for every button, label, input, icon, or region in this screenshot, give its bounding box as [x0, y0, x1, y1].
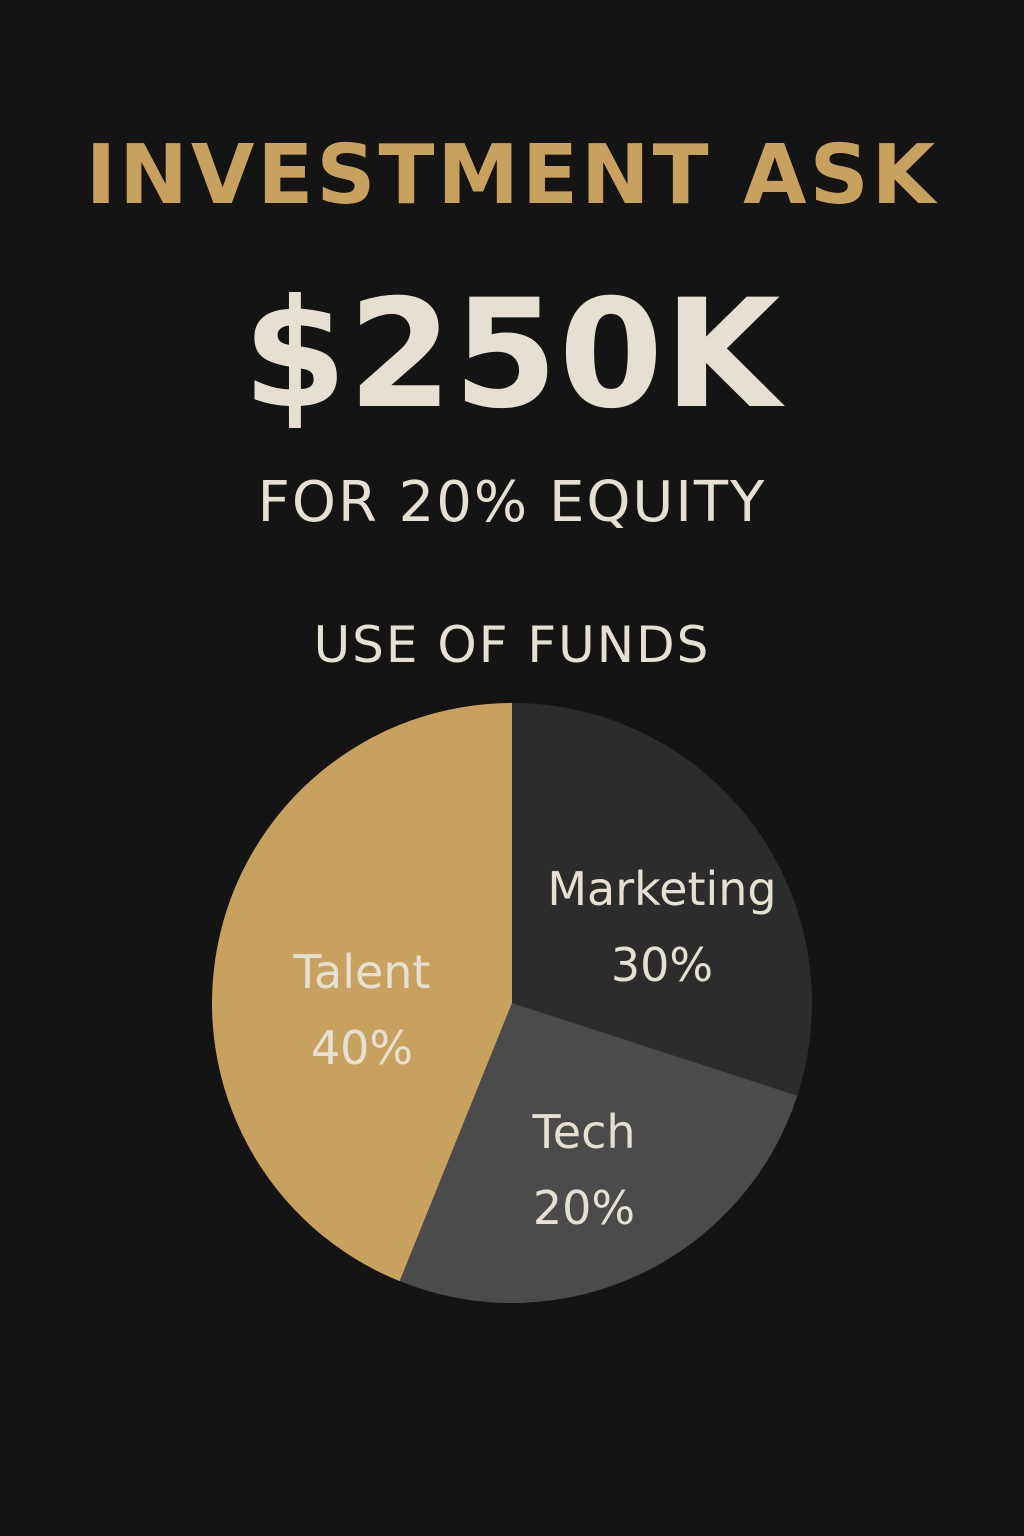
pie-slice-tech [399, 1003, 798, 1303]
slice-value-marketing: 30% [611, 938, 713, 992]
slice-label-tech: Tech [531, 1105, 635, 1159]
page-title: INVESTMENT ASK [85, 128, 939, 223]
slice-value-tech: 20% [533, 1181, 635, 1235]
pie-slice-marketing [512, 703, 812, 1096]
slice-value-talent: 40% [311, 1021, 413, 1075]
chart-title: USE OF FUNDS [313, 616, 711, 674]
investment-amount: $250K [242, 268, 782, 442]
equity-terms: FOR 20% EQUITY [257, 470, 767, 535]
pie-slice-talent [212, 703, 513, 1282]
slice-label-talent: Talent [293, 945, 431, 999]
slice-label-marketing: Marketing [547, 862, 776, 916]
